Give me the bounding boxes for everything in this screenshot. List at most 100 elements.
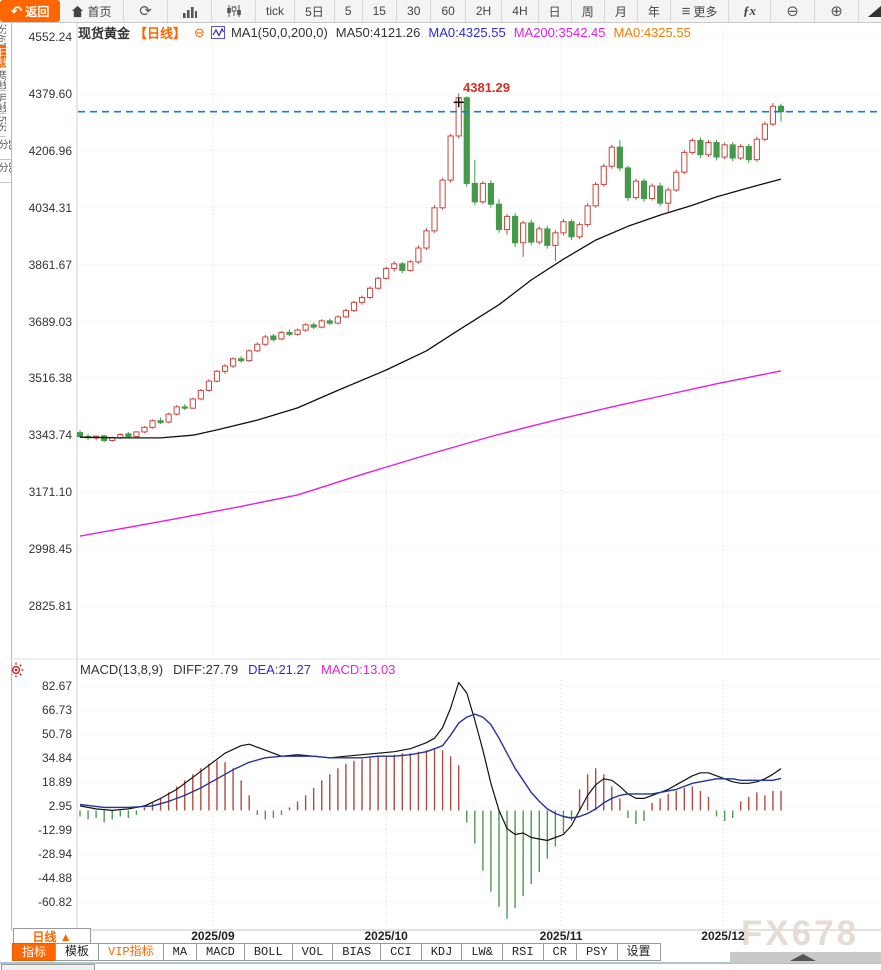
toolbar-button-15[interactable]: 15 bbox=[363, 0, 397, 22]
main-chart-area[interactable] bbox=[11, 40, 881, 658]
indicator-tabs: 指标 模板 VIP指标 MA MACD BOLL VOL BIAS CCI KDJ LW& RSI CR… bbox=[12, 943, 661, 961]
home-icon bbox=[72, 5, 84, 17]
strip-item-7[interactable]: 30分 bbox=[0, 160, 11, 183]
tab-BOLL[interactable]: BOLL bbox=[243, 943, 293, 961]
toolbar-button-5日[interactable]: 5日 bbox=[295, 0, 335, 22]
refresh-icon: ⟳ bbox=[139, 2, 152, 20]
draw-tool-icon bbox=[868, 5, 881, 17]
scroll-up-arrow-icon[interactable] bbox=[790, 954, 816, 961]
bar-chart-type-button[interactable] bbox=[168, 0, 212, 22]
toolbar-period-buttons: tick 5日 5 15 30 60 2H 4H 日周月年 bbox=[256, 0, 671, 22]
tab-MA[interactable]: MA bbox=[162, 943, 198, 961]
tab-RSI[interactable]: RSI bbox=[501, 943, 544, 961]
indicator-fx-button[interactable]: ƒx bbox=[729, 0, 771, 22]
tab-LW&[interactable]: LW& bbox=[461, 943, 503, 961]
macd-legend: MACD(13,8,9) DIFF:27.79 DEA:21.27 MACD:1… bbox=[80, 662, 395, 677]
toolbar-button-周[interactable]: 周 bbox=[572, 0, 605, 22]
candle-chart-type-button[interactable] bbox=[212, 0, 256, 22]
refresh-button[interactable]: ⟳ bbox=[124, 0, 168, 22]
diff-value: DIFF:27.79 bbox=[173, 662, 239, 677]
clipped-bottom-panel bbox=[1, 964, 95, 970]
menu-icon: ≡ bbox=[681, 2, 691, 20]
toolbar-button-5[interactable]: 5 bbox=[335, 0, 363, 22]
macd-tick-label: -44.88 bbox=[37, 870, 72, 885]
watermark: FX678 bbox=[741, 914, 860, 953]
strip-item-1[interactable]: 分时 bbox=[0, 22, 6, 45]
mini-chart-icon[interactable] bbox=[210, 26, 225, 39]
toolbar: ↶ 返回 首页 ⟳ tick 5日 5 15 30 60 2H 4H 日周月年 bbox=[0, 0, 881, 23]
tab-VOL[interactable]: VOL bbox=[291, 943, 334, 961]
macd-tick-label: 66.73 bbox=[41, 702, 72, 717]
toolbar-button-月[interactable]: 月 bbox=[605, 0, 638, 22]
date-label-2025/10: 2025/10 bbox=[364, 929, 408, 943]
macd-tick-label: 82.67 bbox=[41, 679, 72, 693]
toolbar-button-tick[interactable]: tick bbox=[256, 0, 296, 22]
back-label: 返回 bbox=[25, 4, 50, 19]
left-period-strip: 分时 日线 周线 月线 5分 15分 30分 bbox=[0, 22, 12, 930]
zoom-out-button[interactable]: ⊖ bbox=[771, 0, 815, 22]
toolbar-button-30[interactable]: 30 bbox=[397, 0, 432, 22]
tab-PSY[interactable]: PSY bbox=[575, 943, 618, 961]
toolbar-button-2H[interactable]: 2H bbox=[466, 0, 503, 22]
collapse-icon[interactable]: ⊖ bbox=[194, 24, 205, 40]
date-label-2025/11: 2025/11 bbox=[539, 929, 583, 943]
macd-tick-label: 50.78 bbox=[41, 726, 72, 741]
price-tick-label: 4206.96 bbox=[28, 143, 72, 158]
strip-item-3[interactable]: 周线 bbox=[0, 68, 6, 91]
tab-VIP指标[interactable]: VIP指标 bbox=[98, 943, 164, 961]
toolbar-button-4H[interactable]: 4H bbox=[502, 0, 539, 22]
period-label: 【日线】 bbox=[134, 26, 187, 41]
toolbar-button-60[interactable]: 60 bbox=[431, 0, 466, 22]
tab-指标[interactable]: 指标 bbox=[12, 943, 57, 961]
bottom-divider bbox=[0, 962, 881, 964]
horizontal-scrollbar[interactable] bbox=[730, 952, 881, 963]
macd-tick-label: -60.82 bbox=[37, 894, 72, 909]
ma200-value: MA200:3542.45 bbox=[513, 25, 606, 40]
tab-CR[interactable]: CR bbox=[542, 943, 577, 961]
price-tick-label: 2998.45 bbox=[28, 542, 72, 557]
price-tick-label: 2825.81 bbox=[28, 599, 72, 613]
tab-设置[interactable]: 设置 bbox=[616, 943, 661, 961]
tab-CCI[interactable]: CCI bbox=[380, 943, 422, 961]
price-tick-label: 4034.31 bbox=[28, 200, 72, 215]
macd-value: MACD:13.03 bbox=[320, 662, 396, 677]
tab-MACD[interactable]: MACD bbox=[196, 943, 245, 961]
zoom-in-button[interactable]: ⊕ bbox=[815, 0, 859, 22]
toolbar-button-日[interactable]: 日 bbox=[539, 0, 572, 22]
date-label-2025/09: 2025/09 bbox=[191, 929, 235, 943]
back-button[interactable]: ↶ 返回 bbox=[0, 0, 60, 22]
macd-tick-label: -28.94 bbox=[37, 846, 72, 861]
more-button[interactable]: ≡ 更多 bbox=[671, 0, 729, 22]
macd-tick-label: 18.89 bbox=[41, 774, 72, 789]
macd-tick-label: 34.84 bbox=[41, 750, 72, 765]
tab-BIAS[interactable]: BIAS bbox=[332, 943, 382, 961]
strip-item-6[interactable]: 15分 bbox=[0, 137, 11, 160]
strip-item-5[interactable]: 5分 bbox=[0, 114, 6, 137]
price-tick-label: 4379.60 bbox=[28, 86, 72, 101]
tab-KDJ[interactable]: KDJ bbox=[420, 943, 463, 961]
back-arrow-icon: ↶ bbox=[10, 2, 23, 19]
price-tick-label: 3516.38 bbox=[28, 371, 72, 386]
zoom-in-icon: ⊕ bbox=[830, 2, 843, 20]
more-label: 更多 bbox=[693, 4, 718, 19]
draw-tool-button[interactable] bbox=[859, 0, 881, 22]
candlestick-icon bbox=[226, 5, 241, 17]
price-tick-label: 3689.03 bbox=[28, 314, 72, 329]
price-tick-label: 3343.74 bbox=[28, 428, 72, 443]
ma0-blue-value: MA0:4325.55 bbox=[428, 25, 506, 40]
toolbar-button-年[interactable]: 年 bbox=[638, 0, 671, 22]
strip-item-4[interactable]: 月线 bbox=[0, 91, 6, 114]
ma0-orange-value: MA0:4325.55 bbox=[613, 25, 691, 40]
macd-chart-area[interactable] bbox=[11, 678, 881, 930]
macd-tick-label: -12.99 bbox=[37, 822, 72, 837]
zoom-out-icon: ⊖ bbox=[786, 2, 799, 20]
date-label-2025/12: 2025/12 bbox=[701, 929, 745, 943]
symbol-name: 现货黄金 bbox=[78, 26, 131, 41]
home-label: 首页 bbox=[87, 4, 112, 19]
tab-模板[interactable]: 模板 bbox=[55, 943, 100, 961]
strip-item-2[interactable]: 日线 bbox=[0, 45, 6, 68]
price-tick-label: 3861.67 bbox=[28, 257, 72, 272]
home-button[interactable]: 首页 bbox=[60, 0, 124, 22]
macd-tick-label: 2.95 bbox=[48, 798, 72, 813]
